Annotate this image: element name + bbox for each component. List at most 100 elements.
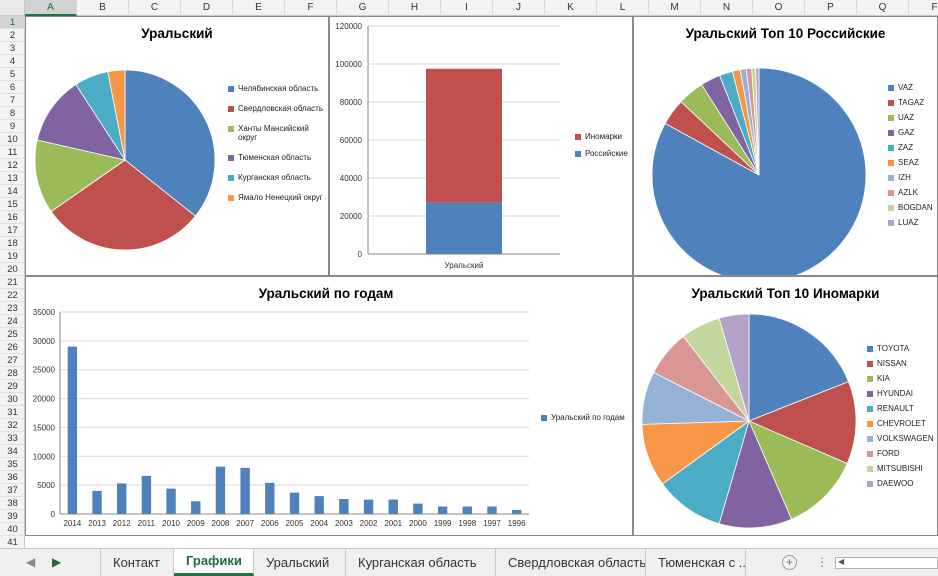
row-header-25[interactable]: 25 (0, 328, 25, 341)
row-header-12[interactable]: 12 (0, 159, 25, 172)
column-header-h[interactable]: H (389, 0, 441, 16)
select-all-corner[interactable] (0, 0, 25, 16)
legend-swatch (867, 361, 873, 367)
horizontal-scrollbar[interactable]: ◀ (835, 557, 938, 569)
row-header-7[interactable]: 7 (0, 94, 25, 107)
row-header-13[interactable]: 13 (0, 172, 25, 185)
y-tick-label: 20000 (340, 212, 363, 221)
bar (191, 501, 201, 514)
y-tick-label: 40000 (340, 174, 363, 183)
row-header-27[interactable]: 27 (0, 354, 25, 367)
column-header-p[interactable]: P (805, 0, 857, 16)
sheet-tab[interactable]: Курганская область (346, 549, 496, 576)
row-header-8[interactable]: 8 (0, 107, 25, 120)
column-header-q[interactable]: Q (857, 0, 909, 16)
row-header-1[interactable]: 1 (0, 16, 25, 29)
row-header-6[interactable]: 6 (0, 81, 25, 94)
pie-slice (36, 84, 126, 161)
row-header-20[interactable]: 20 (0, 263, 25, 276)
chart-bar-years[interactable]: Уральский по годам 0 5000 10000 15000 20000 2… (25, 276, 633, 536)
legend-label: AZLK (898, 188, 919, 197)
x-tick-label: 2006 (261, 519, 279, 528)
column-header-b[interactable]: B (77, 0, 129, 16)
row-header-14[interactable]: 14 (0, 185, 25, 198)
legend-label: Уральский по годам (551, 413, 625, 422)
column-header-m[interactable]: M (649, 0, 701, 16)
legend-item: BOGDAN (888, 203, 938, 212)
legend-label: RENAULT (877, 404, 914, 413)
legend-swatch (228, 106, 234, 112)
column-header-g[interactable]: G (337, 0, 389, 16)
row-header-23[interactable]: 23 (0, 302, 25, 315)
legend-label: HYUNDAI (877, 389, 914, 398)
row-header-3[interactable]: 3 (0, 42, 25, 55)
row-header-18[interactable]: 18 (0, 237, 25, 250)
x-tick-label: 1996 (508, 519, 526, 528)
column-header-j[interactable]: J (493, 0, 545, 16)
row-header-40[interactable]: 40 (0, 523, 25, 536)
row-header-17[interactable]: 17 (0, 224, 25, 237)
column-header-e[interactable]: E (233, 0, 285, 16)
legend-label: Челябинская область (238, 84, 319, 93)
legend-item: NISSAN (867, 359, 937, 368)
add-sheet-button[interactable]: + (782, 555, 797, 570)
row-header-33[interactable]: 33 (0, 432, 25, 445)
next-sheet-icon[interactable]: ▶ (52, 555, 62, 569)
row-header-11[interactable]: 11 (0, 146, 25, 159)
row-header-19[interactable]: 19 (0, 250, 25, 263)
row-header-16[interactable]: 16 (0, 211, 25, 224)
chart-stacked-bar[interactable]: 0 20000 40000 60000 80000 100000 120000 Уральск… (329, 16, 633, 276)
legend-label: TOYOTA (877, 344, 910, 353)
row-header-22[interactable]: 22 (0, 289, 25, 302)
column-header-d[interactable]: D (181, 0, 233, 16)
row-header-31[interactable]: 31 (0, 406, 25, 419)
column-header-n[interactable]: N (701, 0, 753, 16)
row-header-5[interactable]: 5 (0, 68, 25, 81)
row-header-15[interactable]: 15 (0, 198, 25, 211)
sheet-tab[interactable]: Свердловская область (496, 549, 646, 576)
bar (487, 506, 497, 514)
sheet-tab[interactable]: Уральский (254, 549, 346, 576)
row-header-36[interactable]: 36 (0, 471, 25, 484)
prev-sheet-icon[interactable]: ◀ (26, 555, 36, 569)
sheet-tab[interactable]: Графики (174, 549, 254, 576)
column-header-f[interactable]: F (285, 0, 337, 16)
legend-item: GAZ (888, 128, 938, 137)
chart-pie-foreign[interactable]: Уральский Топ 10 Иномарки TOYOTA NISSAN KI… (633, 276, 938, 536)
legend-item: MITSUBISHI (867, 464, 937, 473)
legend-swatch (888, 100, 894, 106)
chart-pie-regions[interactable]: Уральский Челябинская область Свердловска… (25, 16, 329, 276)
column-header-a[interactable]: A (25, 0, 77, 16)
row-header-29[interactable]: 29 (0, 380, 25, 393)
row-header-10[interactable]: 10 (0, 133, 25, 146)
scroll-left-icon[interactable]: ◀ (838, 557, 845, 566)
column-header-c[interactable]: C (129, 0, 181, 16)
y-tick-label: 15000 (33, 423, 56, 432)
row-header-2[interactable]: 2 (0, 29, 25, 42)
more-options-icon[interactable]: ⋮ (816, 555, 828, 569)
row-header-4[interactable]: 4 (0, 55, 25, 68)
column-header-f[interactable]: F (909, 0, 938, 16)
row-header-32[interactable]: 32 (0, 419, 25, 432)
column-header-i[interactable]: I (441, 0, 493, 16)
row-header-34[interactable]: 34 (0, 445, 25, 458)
row-header-24[interactable]: 24 (0, 315, 25, 328)
row-header-28[interactable]: 28 (0, 367, 25, 380)
row-header-37[interactable]: 37 (0, 484, 25, 497)
row-header-39[interactable]: 39 (0, 510, 25, 523)
row-header-21[interactable]: 21 (0, 276, 25, 289)
row-header-26[interactable]: 26 (0, 341, 25, 354)
column-header-o[interactable]: O (753, 0, 805, 16)
sheet-grid[interactable]: Уральский Челябинская область Свердловска… (25, 16, 938, 548)
row-header-9[interactable]: 9 (0, 120, 25, 133)
row-header-30[interactable]: 30 (0, 393, 25, 406)
chart-pie-russian[interactable]: Уральский Топ 10 Российские VAZ TAGAZ UAZ G… (633, 16, 938, 276)
row-header-35[interactable]: 35 (0, 458, 25, 471)
row-header-38[interactable]: 38 (0, 497, 25, 510)
column-header-k[interactable]: K (545, 0, 597, 16)
sheet-tab[interactable]: Контакт (100, 549, 174, 576)
column-header-l[interactable]: L (597, 0, 649, 16)
sheet-tab[interactable]: Тюменская с ... (646, 549, 746, 576)
legend-swatch (867, 421, 873, 427)
y-tick-label: 60000 (340, 136, 363, 145)
